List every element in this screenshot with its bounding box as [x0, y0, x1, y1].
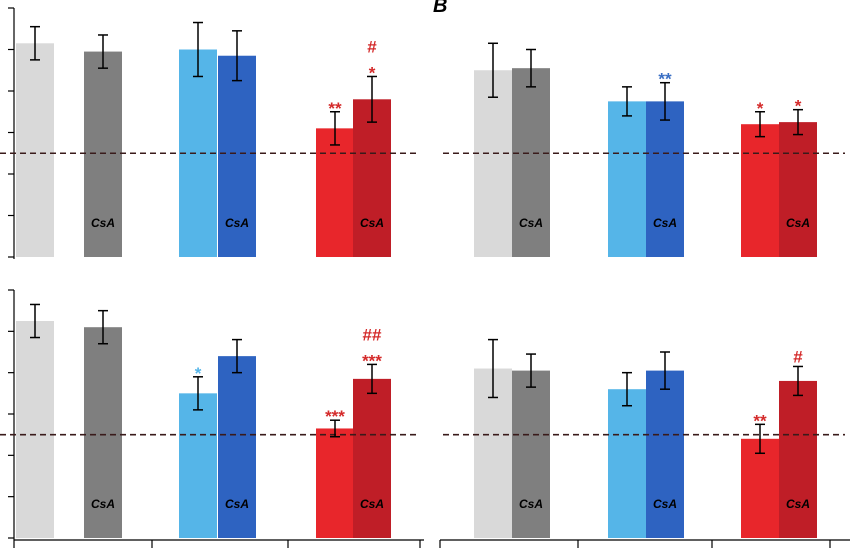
bar	[218, 356, 256, 538]
significance-annotation: **	[658, 70, 672, 89]
significance-annotation: **	[328, 99, 342, 118]
bar-category-label: CsA	[519, 216, 543, 230]
significance-annotation: ##	[363, 325, 382, 344]
bar-category-label: CsA	[653, 497, 677, 511]
bar	[218, 55, 256, 257]
bar	[353, 99, 391, 257]
bar	[474, 70, 512, 257]
bar	[512, 68, 550, 257]
bar	[608, 389, 646, 538]
bar	[512, 370, 550, 538]
bar	[779, 122, 817, 257]
bar	[316, 128, 354, 257]
significance-annotation: ***	[325, 407, 345, 426]
bar-category-label: CsA	[786, 497, 810, 511]
bar	[16, 321, 54, 538]
bar	[316, 428, 354, 538]
panel-letter: B	[433, 0, 447, 17]
bar	[179, 393, 217, 538]
bar	[84, 51, 122, 258]
bar	[779, 380, 817, 538]
bar	[84, 327, 122, 538]
bar	[646, 101, 684, 257]
bar-category-label: CsA	[91, 216, 115, 230]
bar	[16, 43, 54, 258]
bar-category-label: CsA	[225, 216, 249, 230]
significance-annotation: *	[795, 97, 802, 116]
bar	[646, 370, 684, 538]
bar-category-label: CsA	[519, 497, 543, 511]
bar-category-label: CsA	[225, 497, 249, 511]
bar-category-label: CsA	[786, 216, 810, 230]
significance-annotation: #	[793, 347, 803, 366]
bar-category-label: CsA	[91, 497, 115, 511]
significance-annotation: ***	[362, 351, 382, 370]
significance-annotation: *	[369, 63, 376, 82]
bar-category-label: CsA	[360, 497, 384, 511]
significance-annotation: **	[753, 411, 767, 430]
significance-annotation: *	[195, 364, 202, 383]
significance-annotation: *	[757, 99, 764, 118]
significance-annotation: #	[367, 37, 377, 56]
bar	[741, 124, 779, 257]
bar	[353, 378, 391, 538]
bar-category-label: CsA	[360, 216, 384, 230]
bar-category-label: CsA	[653, 216, 677, 230]
bar	[608, 101, 646, 257]
bar	[741, 438, 779, 538]
